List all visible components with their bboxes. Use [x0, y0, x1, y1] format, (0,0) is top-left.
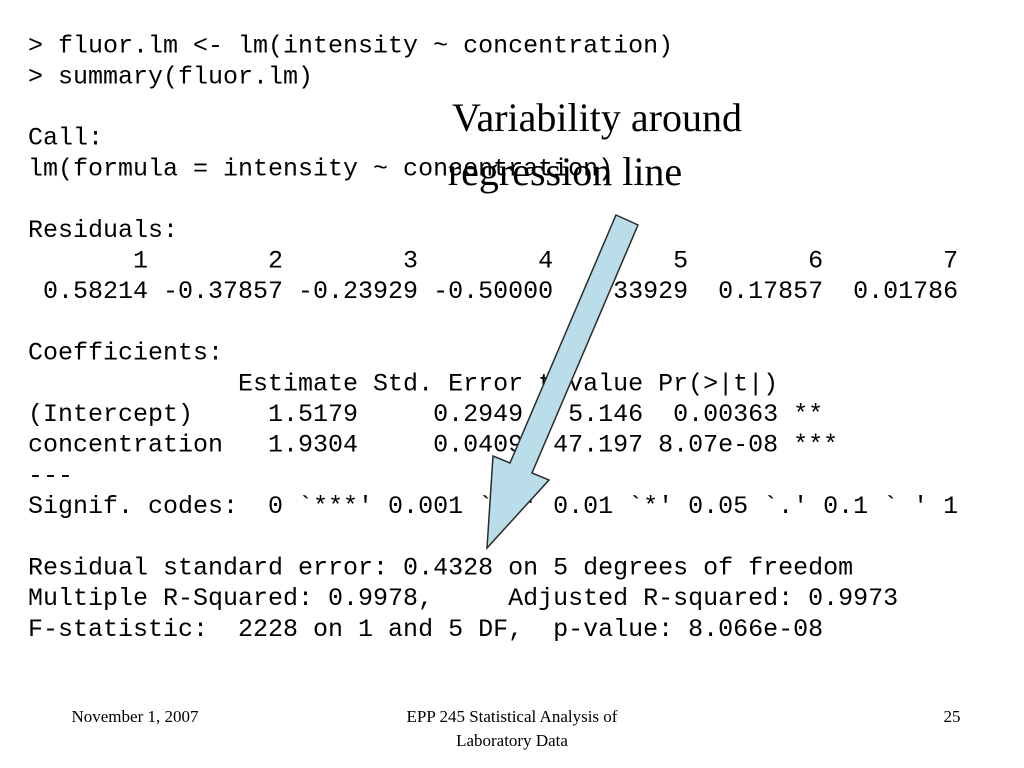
code-line: concentration 1.9304 0.0409 47.197 8.07e…	[28, 431, 838, 460]
annotation-line: regression line	[448, 149, 682, 194]
code-line: lm(formula = intensity ~ concentration)	[28, 154, 613, 183]
code-line: (Intercept) 1.5179 0.2949 5.146 0.00363 …	[28, 400, 823, 429]
footer-date: November 1, 2007	[71, 707, 199, 726]
code-line: ---	[28, 461, 73, 490]
code-line: 0.58214 -0.37857 -0.23929 -0.50000 0.339…	[28, 277, 958, 306]
code-line: Multiple R-Squared: 0.9978, Adjusted R-s…	[28, 584, 898, 613]
code-line: > summary(fluor.lm)	[28, 62, 313, 91]
code-line: F-statistic: 2228 on 1 and 5 DF, p-value…	[28, 615, 823, 644]
page-number: 25	[944, 707, 961, 726]
code-line: Call:	[28, 124, 103, 153]
footer-title: EPP 245 Statistical Analysis of	[407, 707, 618, 726]
arrow	[486, 213, 639, 551]
code-line: 1 2 3 4 5 6 7	[28, 247, 958, 276]
code-line: Coefficients:	[28, 339, 223, 368]
footer-title: Laboratory Data	[456, 731, 568, 750]
code-line: Residual standard error: 0.4328 on 5 deg…	[28, 554, 853, 583]
code-line: Estimate Std. Error t value Pr(>|t|)	[28, 369, 778, 398]
code-line: Residuals:	[28, 216, 178, 245]
annotation-line: Variability around	[452, 95, 742, 140]
code-line: > fluor.lm <- lm(intensity ~ concentrati…	[28, 32, 673, 61]
